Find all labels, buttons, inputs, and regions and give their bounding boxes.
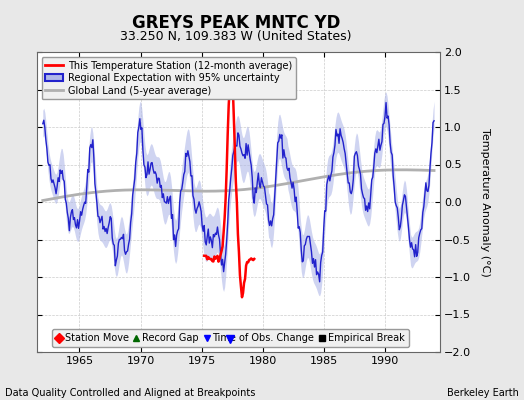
- Text: Berkeley Earth: Berkeley Earth: [447, 388, 519, 398]
- Y-axis label: Temperature Anomaly (°C): Temperature Anomaly (°C): [480, 128, 490, 276]
- Text: 33.250 N, 109.383 W (United States): 33.250 N, 109.383 W (United States): [120, 30, 352, 43]
- Text: GREYS PEAK MNTC YD: GREYS PEAK MNTC YD: [132, 14, 340, 32]
- Legend: Station Move, Record Gap, Time of Obs. Change, Empirical Break: Station Move, Record Gap, Time of Obs. C…: [52, 329, 409, 347]
- Text: Data Quality Controlled and Aligned at Breakpoints: Data Quality Controlled and Aligned at B…: [5, 388, 256, 398]
